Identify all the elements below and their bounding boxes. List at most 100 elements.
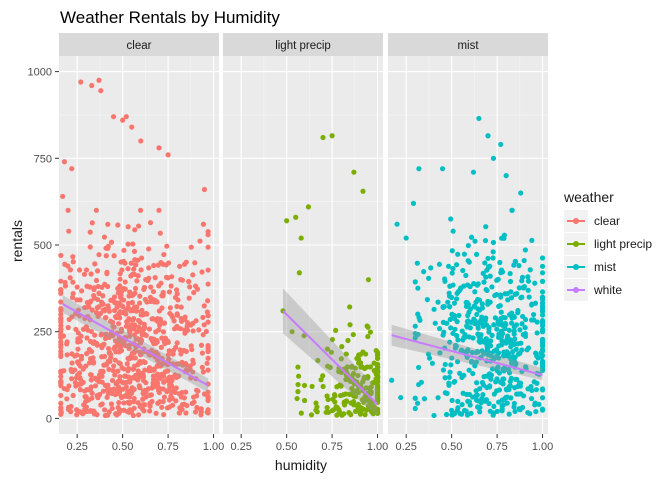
data-point [539, 387, 546, 393]
data-point [131, 405, 137, 411]
data-point [113, 381, 119, 387]
data-point [108, 401, 115, 407]
data-point [105, 221, 111, 227]
data-point [517, 327, 523, 333]
data-point [197, 238, 203, 244]
data-point [170, 314, 176, 320]
data-point [130, 291, 137, 298]
data-point [446, 263, 452, 269]
data-point [75, 339, 81, 345]
data-point [130, 241, 136, 247]
data-point [482, 237, 489, 244]
data-point [447, 316, 453, 323]
data-point [174, 287, 180, 293]
data-point [441, 303, 447, 310]
data-point [84, 351, 90, 357]
data-point [156, 327, 162, 333]
data-point [110, 114, 117, 120]
data-point [518, 190, 524, 196]
data-point [185, 367, 191, 374]
data-point [499, 406, 505, 412]
data-point [472, 363, 478, 369]
data-point [163, 274, 170, 280]
data-point [507, 270, 513, 277]
x-tick-label: 0.75 [321, 441, 342, 453]
data-point [173, 344, 179, 350]
data-point [74, 284, 80, 290]
data-point [89, 307, 95, 313]
data-point [332, 399, 338, 405]
data-point [128, 260, 134, 266]
data-point [109, 377, 116, 384]
data-point [337, 392, 344, 399]
data-point [294, 395, 300, 402]
data-point [201, 186, 208, 193]
data-point [394, 221, 400, 227]
data-point [153, 375, 159, 382]
data-point [123, 114, 129, 120]
legend-point-swatch [573, 240, 579, 247]
facet-panel-mist: mist 0.25 0.50 0.75 1.00 [388, 33, 553, 453]
data-point [65, 324, 71, 331]
data-point [112, 357, 118, 363]
data-point [161, 412, 167, 418]
data-point [483, 274, 489, 280]
data-point [476, 334, 482, 340]
data-point [503, 340, 509, 346]
data-point [135, 412, 142, 418]
data-point [179, 318, 185, 324]
data-point [313, 407, 319, 413]
data-point [140, 388, 147, 394]
data-point [190, 272, 196, 278]
data-point [533, 387, 539, 393]
data-point [449, 412, 455, 418]
data-point [58, 319, 64, 325]
data-point [539, 338, 546, 345]
data-point [442, 276, 448, 282]
data-point [113, 315, 120, 321]
data-point [150, 288, 157, 295]
data-point [510, 354, 516, 360]
data-point [153, 410, 159, 416]
data-point [431, 412, 437, 419]
data-point [355, 404, 361, 411]
data-point [298, 235, 304, 241]
data-point [373, 348, 379, 354]
data-point [320, 383, 326, 390]
data-point [201, 322, 207, 328]
data-point [186, 279, 192, 285]
data-point [126, 345, 132, 352]
data-point [324, 405, 330, 411]
data-point [112, 372, 118, 378]
data-point [437, 350, 443, 356]
data-point [99, 354, 105, 360]
data-point [168, 393, 174, 399]
data-point [539, 278, 546, 284]
data-point [485, 133, 491, 139]
data-point [70, 392, 76, 399]
data-point [538, 350, 544, 356]
data-point [160, 329, 167, 335]
facet-panel-light-precip: light precip 0.25 0.50 0.75 1.00 [223, 33, 388, 453]
data-point [65, 207, 71, 213]
data-point [110, 367, 116, 374]
data-point [139, 405, 145, 411]
data-point [511, 400, 517, 407]
data-point [466, 367, 472, 373]
data-point [403, 235, 409, 241]
data-point [491, 403, 497, 410]
data-point [205, 355, 211, 361]
data-point [116, 386, 123, 392]
data-point [448, 362, 454, 368]
data-point [333, 327, 339, 334]
data-point [449, 248, 455, 254]
y-tick-label: 500 [34, 240, 52, 252]
data-point [190, 369, 196, 375]
data-point [80, 366, 86, 372]
data-point [491, 322, 497, 328]
data-point [93, 277, 100, 284]
data-point [493, 353, 500, 359]
data-point [289, 329, 295, 335]
data-point [133, 262, 139, 268]
data-point [458, 411, 465, 417]
